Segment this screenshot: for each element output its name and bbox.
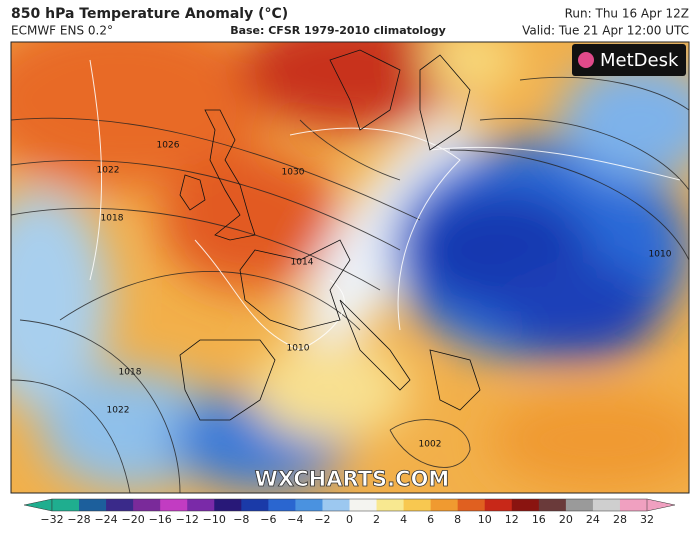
map-frame <box>10 41 690 494</box>
isobar-label: 1014 <box>291 258 314 268</box>
colorbar-label: 16 <box>532 513 546 526</box>
colorbar-segment <box>160 499 188 511</box>
colorbar-segment <box>322 499 350 511</box>
colorbar-end <box>646 498 676 512</box>
map: 1026 1022 1018 1030 1014 1010 1018 1022 1002 1010… <box>11 42 689 493</box>
isobar-label: 1022 <box>107 406 130 416</box>
colorbar-segment <box>295 499 323 511</box>
run: Run: Thu 16 Apr 12Z <box>565 7 689 21</box>
colorbar-segment <box>457 499 486 511</box>
colorbar-segment <box>133 499 161 511</box>
colorbar-end <box>23 498 53 512</box>
colorbar-segment <box>268 499 296 511</box>
colorbar-label: −32 <box>40 513 63 526</box>
colorbar-label: 4 <box>400 513 407 526</box>
colorbar-label: −2 <box>314 513 330 526</box>
colorbar-label: 24 <box>586 513 600 526</box>
model: ECMWF ENS 0.2° <box>11 24 113 38</box>
isobar-label: 1026 <box>157 141 180 151</box>
colorbar-segment <box>349 499 378 511</box>
colorbar-label: 32 <box>640 513 654 526</box>
colorbar-label: 2 <box>373 513 380 526</box>
isobar-label: 1018 <box>119 368 142 378</box>
colorbar-label: 0 <box>346 513 353 526</box>
valid: Valid: Tue 21 Apr 12:00 UTC <box>522 24 689 38</box>
isobar-label: 1002 <box>419 440 442 450</box>
colorbar-label: −20 <box>122 513 145 526</box>
colorbar-label: −28 <box>67 513 90 526</box>
colorbar-segment <box>511 499 540 511</box>
colorbar-label: 10 <box>478 513 492 526</box>
title: 850 hPa Temperature Anomaly (°C) <box>11 6 288 22</box>
colorbar-segment <box>79 499 107 511</box>
colorbar-label: −16 <box>149 513 172 526</box>
colorbar-segment <box>619 499 648 511</box>
colorbar-segment <box>187 499 215 511</box>
colorbar-segment <box>376 499 405 511</box>
logo-box <box>572 44 686 76</box>
colorbar-segment <box>214 499 242 511</box>
isobar-label: 1018 <box>101 214 124 224</box>
colorbar-segment <box>592 499 621 511</box>
colorbar-label: −24 <box>94 513 117 526</box>
colorbar-segment <box>403 499 432 511</box>
colorbar-segment <box>106 499 134 511</box>
isobar-label: 1010 <box>649 250 672 260</box>
colorbar-segment <box>430 499 459 511</box>
colorbar-label: 6 <box>427 513 434 526</box>
colorbar-label: 8 <box>454 513 461 526</box>
colorbar-segment <box>241 499 269 511</box>
base: Base: CFSR 1979-2010 climatology <box>230 24 446 37</box>
colorbar-label: 20 <box>559 513 573 526</box>
isobar-label: 1010 <box>287 344 310 354</box>
colorbar-label: 12 <box>505 513 519 526</box>
colorbar: −32 −28 −24 −20 −16 −12 −10 −8 −6 −4 −2 0 2 4 6 8 10 12 16… <box>23 498 676 526</box>
colorbar-frame <box>51 498 648 512</box>
colorbar-label: −8 <box>233 513 249 526</box>
colorbar-segment <box>484 499 513 511</box>
isobar-label: 1022 <box>97 166 120 176</box>
colorbar-segment <box>565 499 594 511</box>
watermark: WXCHARTS.COM <box>255 467 450 491</box>
colorbar-label: −6 <box>260 513 276 526</box>
isobar-label: 1030 <box>282 168 305 178</box>
colorbar-segment <box>52 499 80 511</box>
colorbar-label: −12 <box>176 513 199 526</box>
colorbar-label: −10 <box>203 513 226 526</box>
colorbar-label: 28 <box>613 513 627 526</box>
colorbar-segment <box>538 499 567 511</box>
logo: MetDesk <box>600 50 679 71</box>
colorbar-label: −4 <box>287 513 303 526</box>
logo-icon <box>578 52 594 68</box>
